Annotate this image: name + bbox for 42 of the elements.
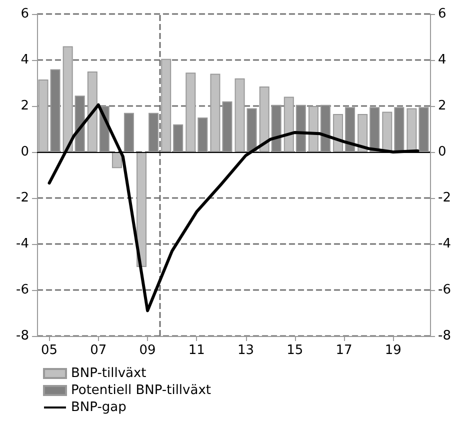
bar [308,106,318,152]
x-tick-label: 09 [139,343,156,358]
y-tick-label: 0 [20,144,29,160]
legend-label: BNP-tillväxt [71,366,146,381]
y-tick-label: 6 [20,6,29,22]
bar [406,108,417,152]
bar [87,72,98,152]
x-tick-label: 11 [188,343,205,358]
x-tick-label: 15 [286,343,304,358]
y2-tick-label: 2 [438,98,446,114]
y-tick-label: -2 [16,190,29,206]
bar [259,86,270,152]
y2-tick-label: -4 [438,236,451,252]
y2-tick-label: 0 [438,144,446,160]
y2-tick-label: -8 [438,328,451,344]
y2-tick-label: 4 [438,52,446,68]
bar [62,46,73,152]
bar [234,78,245,152]
x-tick-label: 05 [41,343,58,358]
x-tick-label: 13 [238,343,254,358]
bar [284,96,294,152]
bar [136,152,147,267]
x-tick-label: 17 [336,343,352,358]
y-tick-label: 2 [20,98,29,114]
bar [112,152,122,168]
y2-tick-label: -6 [438,282,451,298]
bar [358,114,368,152]
bar [161,58,172,152]
y-tick-label: 4 [20,52,29,68]
bar [333,114,344,152]
y-tick-label: -8 [16,328,29,344]
y2-tick-label: 6 [438,6,446,22]
x-tick-label: 07 [90,343,107,358]
bar [210,74,220,152]
y-tick-label: -4 [16,236,29,252]
bar [186,72,196,152]
bar [382,112,392,152]
x-tick-label: 19 [384,343,402,358]
y2-tick-label: -2 [438,190,451,206]
legend-label: Potentiell BNP-tillväxt [71,383,211,398]
legend-label: BNP-gap [71,400,126,415]
y-tick-label: -6 [16,282,29,298]
